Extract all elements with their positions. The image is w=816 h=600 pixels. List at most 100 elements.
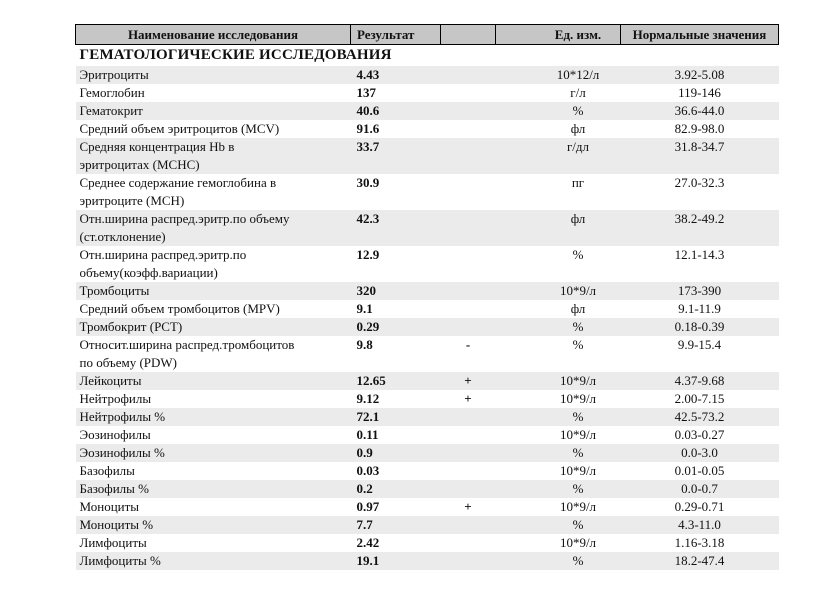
table-row: Средний объем тромбоцитов (MPV) 9.1 фл 9.1-… bbox=[76, 300, 779, 318]
flag-cell bbox=[441, 444, 496, 462]
normal-range-cell: 0.18-0.39 bbox=[674, 319, 725, 334]
flag-cell bbox=[441, 426, 496, 444]
test-name-cell: Моноциты bbox=[79, 499, 140, 514]
table-row: Гематокрит 40.6% 36.6-44.0 bbox=[75, 102, 779, 120]
column-header-test-name: Наименование исследования bbox=[75, 24, 351, 45]
result-cell: 0.29 bbox=[356, 319, 380, 334]
test-name-cell: Относит.ширина распред.тромбоцитов по об… bbox=[79, 337, 295, 370]
unit-cell: % bbox=[572, 445, 584, 460]
result-cell: 42.3 bbox=[356, 211, 380, 226]
normal-range-cell: 12.1-14.3 bbox=[674, 247, 725, 262]
unit-cell: 10*12/л bbox=[556, 67, 600, 82]
flag-cell bbox=[441, 552, 496, 570]
normal-range-cell: 0.29-0.71 bbox=[674, 499, 725, 514]
unit-cell: 10*9/л bbox=[559, 373, 597, 388]
result-cell: 40.6 bbox=[356, 103, 380, 118]
flag-cell: + bbox=[464, 373, 472, 388]
unit-cell: г/дл bbox=[566, 139, 590, 154]
result-cell: 0.11 bbox=[356, 427, 379, 442]
normal-range-cell: 0.03-0.27 bbox=[674, 427, 725, 442]
column-header-units: Ед. изм. bbox=[495, 24, 621, 45]
flag-cell bbox=[441, 138, 496, 174]
table-row: Среднее содержание гемоглобина в эритроц… bbox=[76, 174, 779, 210]
flag-cell bbox=[441, 534, 496, 552]
result-cell: 19.1 bbox=[356, 553, 380, 568]
table-row: Отн.ширина распред.эритр.по объему (ст.о… bbox=[75, 210, 779, 246]
flag-cell bbox=[441, 210, 496, 246]
normal-range-cell: 36.6-44.0 bbox=[674, 103, 725, 118]
unit-cell: г/л bbox=[570, 85, 586, 100]
result-cell: 2.42 bbox=[356, 535, 380, 550]
test-name-cell: Отн.ширина распред.эритр.по объему (ст.о… bbox=[79, 211, 290, 244]
result-cell: 9.8 bbox=[356, 337, 373, 352]
table-row: Гемоглобин 137 г/л 119-146 bbox=[76, 84, 779, 102]
unit-cell: 10*9/л bbox=[559, 463, 597, 478]
column-header-flag bbox=[440, 24, 496, 45]
flag-cell bbox=[441, 516, 496, 534]
unit-cell: 10*9/л bbox=[559, 535, 597, 550]
unit-cell: 10*9/л bbox=[559, 499, 597, 514]
result-cell: 0.9 bbox=[356, 445, 373, 460]
table-row: Базофилы % 0.2% 0.0-0.7 bbox=[75, 480, 779, 498]
table-row: Базофилы 0.03 10*9/л 0.01-0.05 bbox=[76, 462, 779, 480]
flag-cell bbox=[441, 102, 496, 120]
flag-cell bbox=[441, 66, 496, 84]
unit-cell: 10*9/л bbox=[559, 391, 597, 406]
normal-range-cell: 173-390 bbox=[677, 283, 722, 298]
test-name-cell: Лейкоциты bbox=[79, 373, 142, 388]
normal-range-cell: 0.01-0.05 bbox=[674, 463, 725, 478]
result-cell: 33.7 bbox=[356, 139, 380, 154]
normal-range-cell: 18.2-47.4 bbox=[674, 553, 725, 568]
test-name-cell: Эритроциты bbox=[79, 67, 149, 82]
unit-cell: фл bbox=[570, 301, 586, 316]
unit-cell: % bbox=[572, 247, 584, 262]
flag-cell bbox=[441, 480, 496, 498]
normal-range-cell: 27.0-32.3 bbox=[674, 175, 725, 190]
flag-cell bbox=[441, 408, 496, 426]
test-name-cell: Нейтрофилы bbox=[79, 391, 152, 406]
table-row: Моноциты 0.97 +10*9/л 0.29-0.71 bbox=[76, 498, 779, 516]
table-row: Эозинофилы 0.11 10*9/л 0.03-0.27 bbox=[76, 426, 779, 444]
table-row: Тромбоциты 320 10*9/л 173-390 bbox=[75, 282, 779, 300]
test-name-cell: Базофилы % bbox=[79, 481, 149, 496]
section-header-row: ГЕМАТОЛОГИЧЕСКИЕ ИССЛЕДОВАНИЯ bbox=[76, 45, 779, 67]
column-header-normal-values: Нормальные значения bbox=[620, 24, 779, 45]
test-name-cell: Базофилы bbox=[79, 463, 135, 478]
unit-cell: % bbox=[572, 103, 584, 118]
result-cell: 320 bbox=[356, 283, 377, 298]
test-name-cell: Гематокрит bbox=[79, 103, 143, 118]
result-cell: 12.9 bbox=[356, 247, 380, 262]
normal-range-cell: 9.9-15.4 bbox=[677, 337, 722, 352]
table-row: Нейтрофилы % 72.1% 42.5-73.2 bbox=[75, 408, 779, 426]
unit-cell: % bbox=[572, 517, 584, 532]
test-name-cell: Лимфоциты % bbox=[79, 553, 161, 568]
normal-range-cell: 42.5-73.2 bbox=[674, 409, 725, 424]
test-name-cell: Среднее содержание гемоглобина в эритроц… bbox=[79, 175, 277, 208]
flag-cell bbox=[441, 174, 496, 210]
flag-cell bbox=[441, 462, 496, 480]
table-row: Средняя концентрация Hb в эритроцитах (M… bbox=[75, 138, 779, 174]
section-title: ГЕМАТОЛОГИЧЕСКИЕ ИССЛЕДОВАНИЯ bbox=[79, 47, 392, 63]
table-row: Нейтрофилы 9.12 +10*9/л 2.00-7.15 bbox=[76, 390, 779, 408]
result-cell: 137 bbox=[356, 85, 377, 100]
test-name-cell: Эозинофилы bbox=[79, 427, 151, 442]
column-header-result: Результат bbox=[350, 24, 441, 45]
results-table: Наименование исследования Результат Ед. … bbox=[75, 24, 779, 570]
table-header-row: Наименование исследования Результат Ед. … bbox=[75, 24, 779, 45]
test-name-cell: Средний объем эритроцитов (MCV) bbox=[79, 121, 280, 136]
table-row: Тромбокрит (PCT) 0.29% 0.18-0.39 bbox=[75, 318, 779, 336]
result-cell: 4.43 bbox=[356, 67, 380, 82]
normal-range-cell: 4.37-9.68 bbox=[674, 373, 725, 388]
flag-cell: - bbox=[465, 337, 471, 352]
normal-range-cell: 38.2-49.2 bbox=[674, 211, 725, 226]
test-name-cell: Моноциты % bbox=[79, 517, 154, 532]
lab-report: Наименование исследования Результат Ед. … bbox=[75, 24, 779, 570]
table-row: Лейкоциты 12.65 +10*9/л 4.37-9.68 bbox=[75, 372, 779, 390]
unit-cell: % bbox=[572, 553, 584, 568]
result-cell: 91.6 bbox=[356, 121, 380, 136]
table-row: Лимфоциты % 19.1% 18.2-47.4 bbox=[75, 552, 779, 570]
flag-cell bbox=[441, 282, 496, 300]
normal-range-cell: 0.0-3.0 bbox=[681, 445, 718, 460]
test-name-cell: Средняя концентрация Hb в эритроцитах (M… bbox=[79, 139, 235, 172]
normal-range-cell: 2.00-7.15 bbox=[674, 391, 725, 406]
